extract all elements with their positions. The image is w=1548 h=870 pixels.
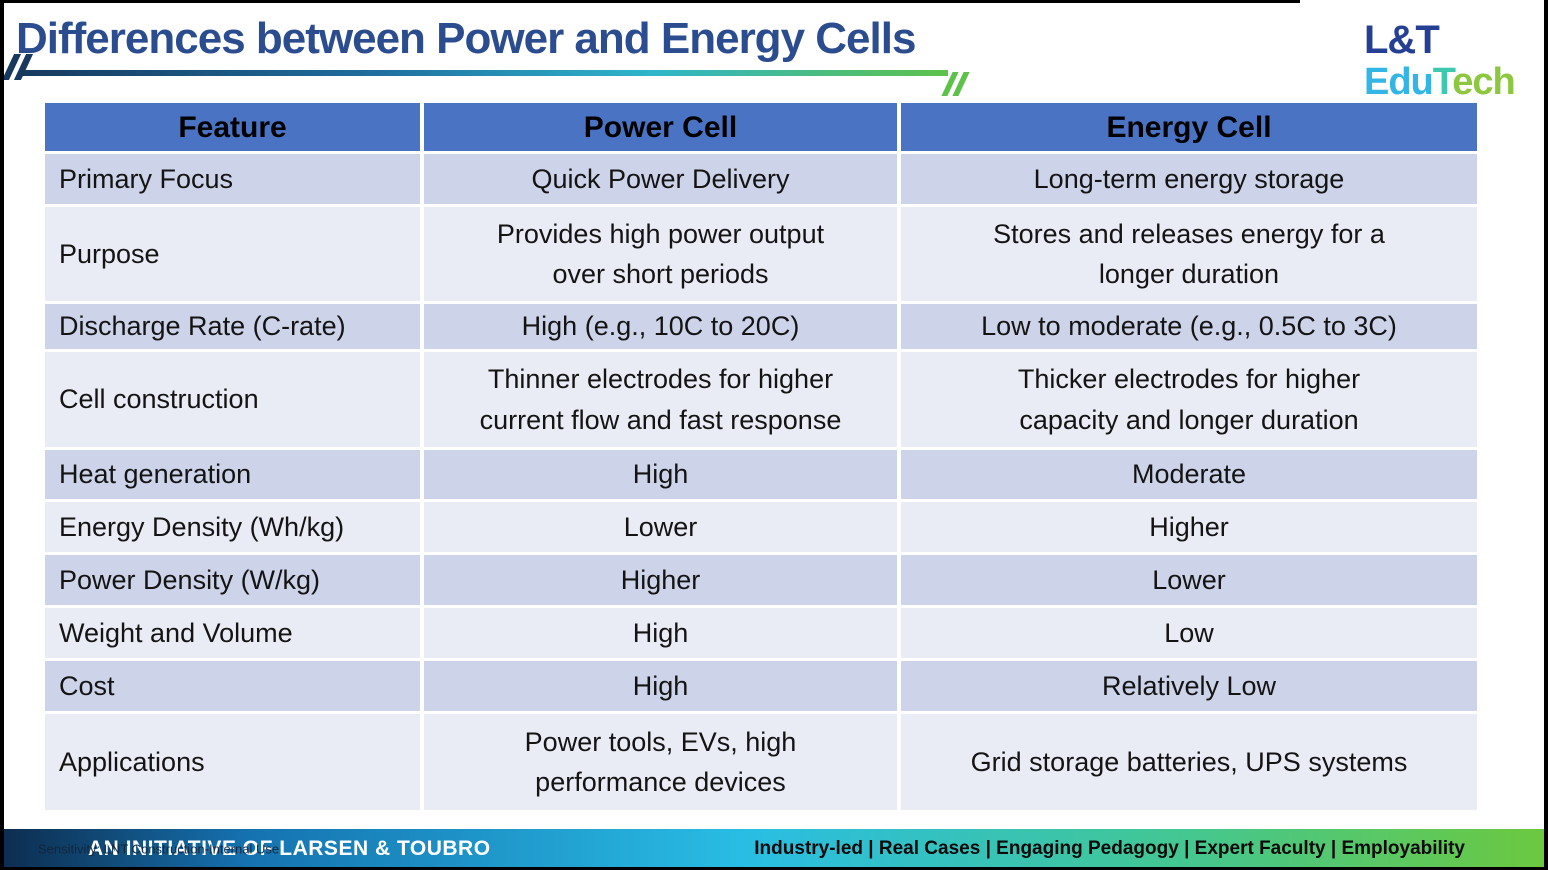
row-purpose-power: Provides high power output over short pe… — [424, 207, 897, 301]
screenshot-border-left — [0, 0, 4, 870]
row-primary-focus-power: Quick Power Delivery — [424, 154, 897, 204]
row-primary-focus-energy: Long-term energy storage — [901, 154, 1477, 204]
row-discharge-rate-power: High (e.g., 10C to 20C) — [424, 304, 897, 349]
header-cell-feature: Feature — [45, 103, 420, 151]
row-weight-volume-power: High — [424, 608, 897, 658]
row-weight-volume-feature: Weight and Volume — [45, 608, 420, 658]
sensitivity-label: Sensitivity: LNT Construction-Internal U… — [38, 841, 280, 856]
logo-ech-part: ech — [1452, 61, 1515, 103]
lnt-edutech-logo: L&T EduTech — [1364, 18, 1516, 103]
footer-tagline: Industry-led | Real Cases | Engaging Ped… — [754, 837, 1465, 859]
footer-bar: AN INITIATIVE OF LARSEN & TOUBRO Sensiti… — [0, 829, 1548, 868]
row-cost-power: High — [424, 661, 897, 711]
title-underline — [20, 70, 948, 76]
header-cell-energy-cell: Energy Cell — [901, 103, 1477, 151]
row-energy-density-feature: Energy Density (Wh/kg) — [45, 502, 420, 552]
screenshot-border-top — [0, 0, 1300, 3]
footer-initiative-text: AN INITIATIVE OF LARSEN & TOUBRO — [88, 836, 491, 860]
row-heat-generation-feature: Heat generation — [45, 450, 420, 499]
row-discharge-rate-feature: Discharge Rate (C-rate) — [45, 304, 420, 349]
row-energy-density-energy: Higher — [901, 502, 1477, 552]
row-discharge-rate-energy: Low to moderate (e.g., 0.5C to 3C) — [901, 304, 1477, 349]
logo-t-part: T — [1432, 61, 1453, 103]
row-heat-generation-power: High — [424, 450, 897, 499]
screenshot-border-bottom — [0, 867, 1548, 870]
row-primary-focus-feature: Primary Focus — [45, 154, 420, 204]
row-heat-generation-energy: Moderate — [901, 450, 1477, 499]
row-power-density-feature: Power Density (W/kg) — [45, 555, 420, 605]
row-cell-construction-power: Thinner electrodes for higher current fl… — [424, 352, 897, 447]
slide-title: Differences between Power and Energy Cel… — [16, 14, 916, 63]
row-energy-density-power: Lower — [424, 502, 897, 552]
logo-lnt-text: L&T — [1364, 18, 1440, 62]
row-cost-feature: Cost — [45, 661, 420, 711]
row-cost-energy: Relatively Low — [901, 661, 1477, 711]
row-applications-power: Power tools, EVs, high performance devic… — [424, 714, 897, 810]
logo-edutech-text: EduTech — [1364, 61, 1516, 103]
screenshot-border-right — [1544, 0, 1548, 870]
open-quote-icon — [1, 54, 34, 80]
row-weight-volume-energy: Low — [901, 608, 1477, 658]
close-quote-icon — [941, 72, 970, 96]
row-purpose-energy: Stores and releases energy for a longer … — [901, 207, 1477, 301]
row-power-density-power: Higher — [424, 555, 897, 605]
row-applications-feature: Applications — [45, 714, 420, 810]
row-applications-energy: Grid storage batteries, UPS systems — [901, 714, 1477, 810]
comparison-table: Feature Power Cell Energy Cell Primary F… — [45, 103, 1477, 810]
logo-edu-part: Edu — [1364, 61, 1434, 103]
row-cell-construction-feature: Cell construction — [45, 352, 420, 447]
row-cell-construction-energy: Thicker electrodes for higher capacity a… — [901, 352, 1477, 447]
row-power-density-energy: Lower — [901, 555, 1477, 605]
header-cell-power-cell: Power Cell — [424, 103, 897, 151]
row-purpose-feature: Purpose — [45, 207, 420, 301]
